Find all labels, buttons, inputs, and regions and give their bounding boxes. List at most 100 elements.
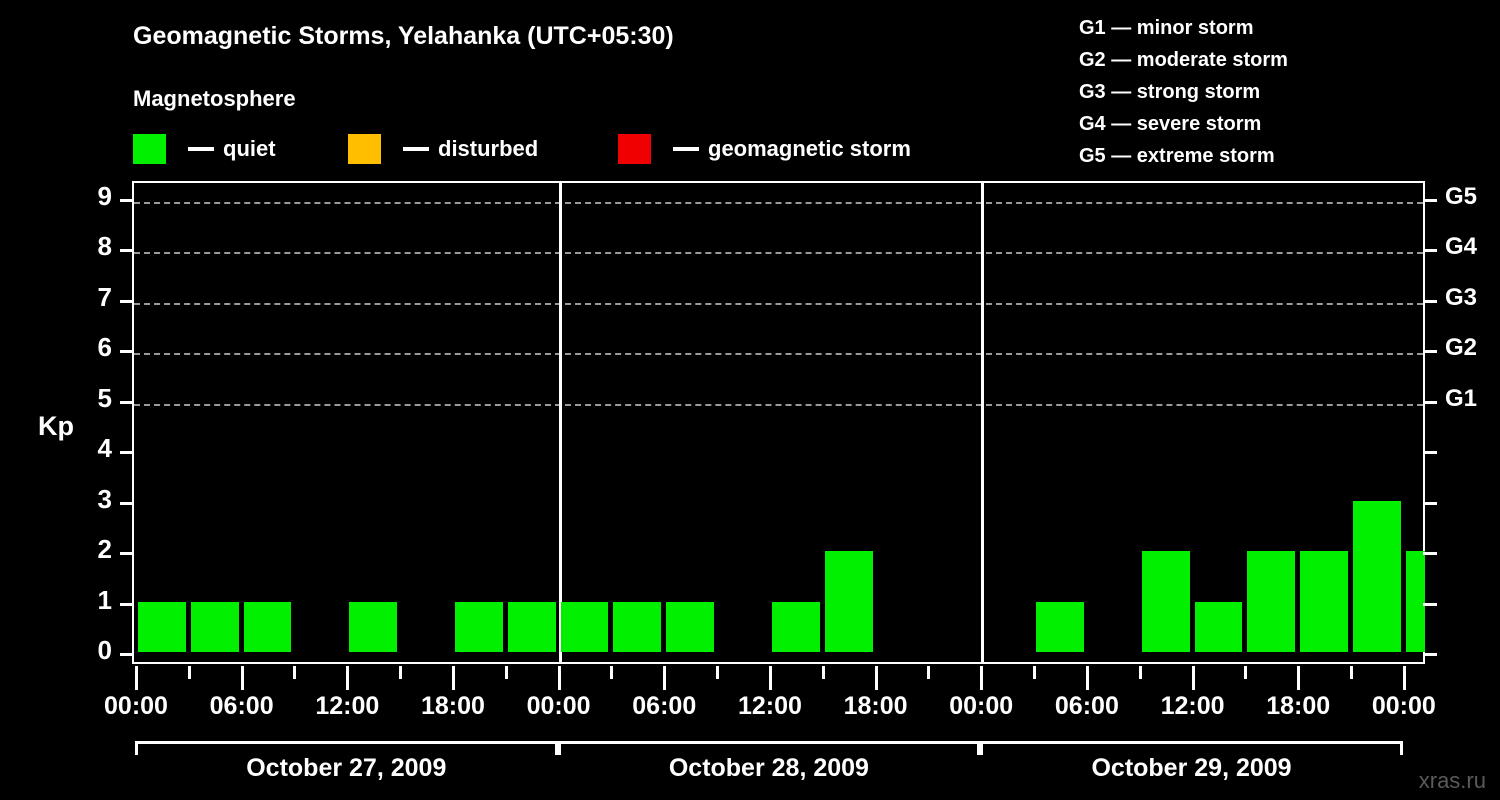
x-tick-24 bbox=[1402, 666, 1406, 690]
bar bbox=[1353, 500, 1401, 652]
x-tick-label-2: 12:00 bbox=[315, 692, 380, 720]
x-tick-label-7: 18:00 bbox=[843, 692, 908, 720]
x-tick-label-4: 00:00 bbox=[526, 692, 591, 720]
x-tick-1 bbox=[187, 666, 191, 679]
y-tick-left-4 bbox=[120, 451, 134, 454]
x-tick-7 bbox=[504, 666, 508, 679]
legend-entry-geomagnetic-storm: geomagnetic storm bbox=[618, 132, 911, 166]
legend-dash-icon bbox=[673, 147, 699, 151]
date-label-2: October 28, 2009 bbox=[668, 754, 869, 782]
y-tick-label-0: 0 bbox=[97, 635, 112, 665]
y-tick-label-6: 6 bbox=[97, 332, 112, 362]
x-tick-20 bbox=[1191, 666, 1195, 690]
plot-area bbox=[132, 181, 1425, 664]
x-tick-label-9: 06:00 bbox=[1054, 692, 1119, 720]
x-tick-4 bbox=[346, 666, 350, 690]
x-tick-label-1: 06:00 bbox=[209, 692, 274, 720]
date-label-3: October 29, 2009 bbox=[1091, 754, 1292, 782]
g-tick-label-G4: G4 bbox=[1445, 233, 1478, 260]
y-tick-left-5 bbox=[120, 400, 134, 404]
legend-label: disturbed bbox=[438, 136, 539, 161]
x-tick-label-5: 06:00 bbox=[632, 692, 697, 720]
date-label-1: October 27, 2009 bbox=[246, 754, 447, 782]
x-tick-17 bbox=[1033, 666, 1037, 679]
x-tick-5 bbox=[399, 666, 403, 679]
y-tick-left-6 bbox=[120, 350, 134, 353]
g-tick-label-G5: G5 bbox=[1445, 182, 1478, 210]
x-tick-16 bbox=[980, 666, 984, 690]
bar bbox=[824, 551, 873, 652]
y-tick-label-1: 1 bbox=[97, 584, 112, 615]
y-tick-label-7: 7 bbox=[97, 281, 112, 312]
legend-label: quiet bbox=[223, 136, 276, 161]
x-tick-label-11: 18:00 bbox=[1266, 692, 1331, 720]
y-tick-right-5 bbox=[1423, 400, 1437, 404]
y-tick-left-8 bbox=[120, 249, 134, 252]
x-tick-21 bbox=[1244, 666, 1248, 679]
bar bbox=[1141, 551, 1190, 652]
y-tick-right-2 bbox=[1423, 552, 1437, 555]
g-scale-legend: G1 — minor storm G2 — moderate storm G3 — … bbox=[1079, 12, 1288, 172]
bar bbox=[1300, 551, 1349, 652]
y-tick-label-2: 2 bbox=[97, 534, 112, 564]
date-bracket-3 bbox=[980, 741, 1403, 755]
date-bracket-2 bbox=[557, 741, 981, 755]
x-tick-label-0: 00:00 bbox=[104, 692, 168, 720]
legend-label: geomagnetic storm bbox=[708, 136, 911, 161]
x-tick-6 bbox=[451, 666, 455, 690]
y-tick-right-7 bbox=[1423, 299, 1437, 303]
bar bbox=[454, 601, 503, 652]
bar bbox=[138, 601, 186, 652]
y-tick-right-1 bbox=[1423, 602, 1437, 606]
bar bbox=[349, 601, 398, 652]
y-tick-left-1 bbox=[120, 602, 134, 606]
gridline-kp-6 bbox=[134, 353, 1423, 355]
legend-entry-disturbed: disturbed bbox=[348, 132, 538, 166]
x-tick-14 bbox=[874, 666, 878, 690]
y-tick-left-7 bbox=[120, 299, 134, 303]
g-legend-row-2: G2 — moderate storm bbox=[1079, 49, 1288, 71]
x-tick-10 bbox=[663, 666, 667, 690]
y-tick-label-5: 5 bbox=[97, 382, 112, 413]
y-tick-left-9 bbox=[120, 198, 134, 202]
legend-swatch-geomagnetic-storm-icon bbox=[618, 134, 651, 164]
y-tick-right-0 bbox=[1423, 653, 1437, 656]
legend-entry-quiet: quiet bbox=[133, 132, 276, 166]
y-tick-left-3 bbox=[120, 501, 134, 505]
x-tick-9 bbox=[610, 666, 614, 679]
g-legend-row-1: G1 — minor storm bbox=[1079, 17, 1254, 39]
x-tick-19 bbox=[1138, 666, 1142, 679]
x-tick-15 bbox=[927, 666, 931, 679]
y-tick-label-9: 9 bbox=[97, 180, 112, 211]
x-tick-13 bbox=[821, 666, 825, 679]
gridline-kp-9 bbox=[134, 201, 1423, 204]
legend-swatch-quiet-icon bbox=[133, 134, 166, 164]
x-tick-3 bbox=[293, 666, 297, 679]
g-tick-label-G2: G2 bbox=[1445, 334, 1478, 361]
x-tick-label-12: 00:00 bbox=[1371, 692, 1436, 720]
x-tick-11 bbox=[716, 666, 720, 679]
bar bbox=[190, 601, 239, 652]
plot-inner bbox=[134, 183, 1425, 662]
page-title: Geomagnetic Storms, Yelahanka (UTC+05:30… bbox=[133, 22, 674, 50]
date-bracket-1 bbox=[135, 741, 558, 755]
bar bbox=[507, 601, 556, 652]
x-tick-label-6: 12:00 bbox=[737, 692, 802, 720]
bar bbox=[243, 601, 292, 652]
x-tick-8 bbox=[557, 666, 561, 690]
x-tick-12 bbox=[768, 666, 772, 690]
g-tick-label-G1: G1 bbox=[1445, 384, 1478, 412]
y-tick-label-4: 4 bbox=[97, 433, 112, 463]
y-tick-right-8 bbox=[1423, 249, 1437, 252]
x-tick-18 bbox=[1085, 666, 1089, 690]
bar bbox=[1194, 601, 1243, 652]
legend-dash-icon bbox=[403, 147, 429, 151]
bar bbox=[666, 601, 715, 652]
y-tick-right-3 bbox=[1423, 501, 1437, 505]
gridline-kp-7 bbox=[134, 302, 1423, 305]
y-tick-label-8: 8 bbox=[97, 231, 112, 261]
gridline-kp-5 bbox=[134, 403, 1423, 406]
chart-subtitle: Magnetosphere bbox=[133, 86, 296, 111]
g-legend-row-4: G4 — severe storm bbox=[1079, 113, 1262, 135]
y-tick-left-0 bbox=[120, 653, 134, 656]
